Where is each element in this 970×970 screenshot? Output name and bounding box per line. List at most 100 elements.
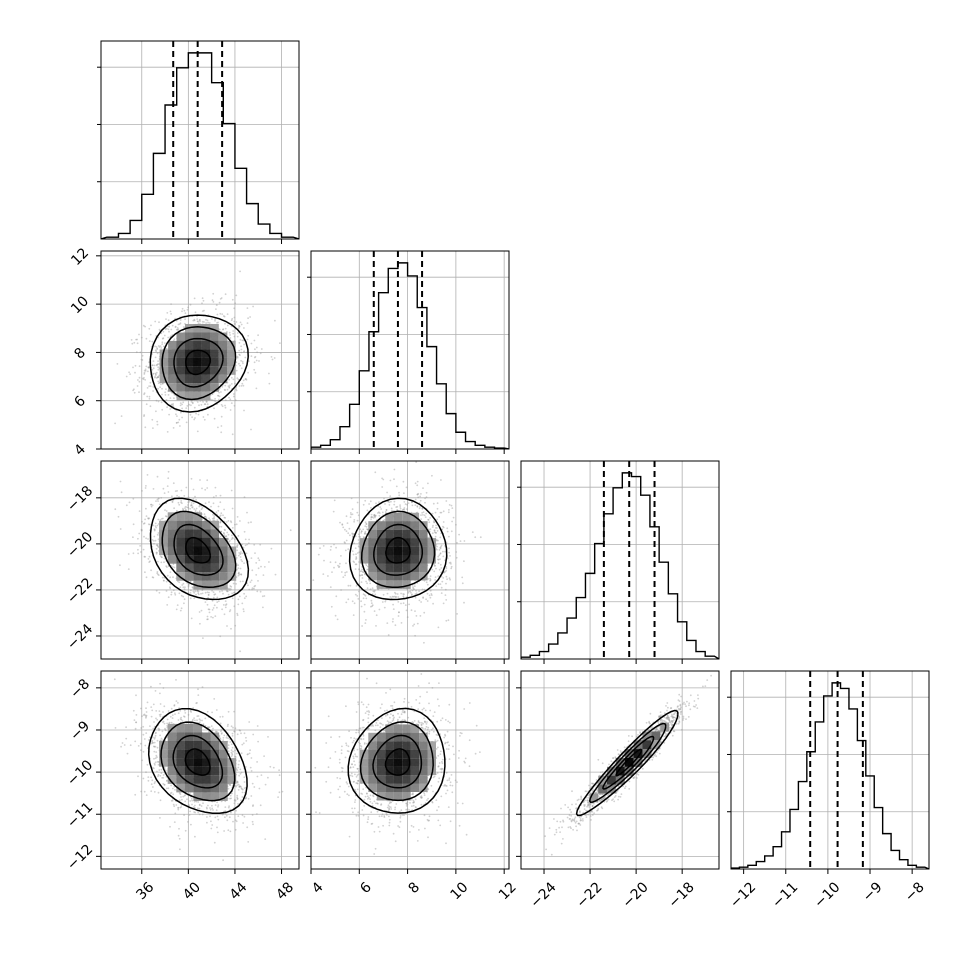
scatter-point: [153, 528, 156, 531]
scatter-point: [172, 566, 174, 568]
scatter-point: [198, 319, 201, 321]
scatter-point: [235, 321, 238, 323]
scatter-point: [420, 493, 422, 495]
scatter-point: [151, 504, 154, 506]
scatter-point: [232, 582, 235, 585]
scatter-point: [250, 355, 253, 357]
scatter-point: [445, 619, 448, 622]
scatter-point: [238, 573, 241, 576]
scatter-point: [250, 579, 253, 582]
scatter-point: [175, 422, 178, 424]
scatter-point: [180, 411, 182, 414]
scatter-point: [245, 378, 248, 381]
density-cell: [202, 529, 211, 538]
scatter-point: [410, 594, 413, 596]
scatter-point: [438, 554, 441, 557]
density-cell: [176, 563, 185, 573]
scatter-point: [138, 333, 140, 336]
scatter-point: [154, 345, 156, 348]
scatter-point: [345, 601, 348, 604]
scatter-point: [182, 595, 185, 598]
scatter-point: [154, 522, 157, 525]
scatter-point: [370, 602, 373, 605]
scatter-point: [195, 412, 198, 415]
density-cell: [184, 555, 194, 564]
scatter-point: [138, 380, 141, 383]
scatter-point: [220, 425, 223, 427]
scatter-point: [230, 383, 233, 385]
scatter-point: [342, 526, 345, 529]
scatter-point: [450, 563, 452, 565]
scatter-point: [190, 477, 193, 480]
scatter-point: [444, 594, 447, 596]
scatter-point: [230, 538, 233, 541]
scatter-point: [371, 516, 373, 518]
scatter-point: [157, 560, 159, 563]
scatter-point: [161, 408, 164, 411]
scatter-point: [409, 590, 412, 593]
scatter-point: [156, 376, 159, 379]
scatter-point: [225, 521, 228, 523]
scatter-point: [227, 538, 230, 541]
scatter-point: [162, 579, 165, 582]
scatter-point: [243, 592, 246, 595]
scatter-point: [224, 604, 227, 606]
scatter-point: [147, 366, 150, 369]
scatter-point: [226, 388, 229, 391]
scatter-point: [218, 301, 221, 304]
scatter-point: [357, 545, 360, 548]
scatter-point: [158, 328, 161, 331]
scatter-point: [216, 596, 219, 599]
scatter-point: [130, 339, 133, 341]
scatter-point: [238, 326, 241, 328]
scatter-point: [152, 360, 155, 362]
scatter-point: [187, 496, 190, 499]
scatter-point: [239, 321, 242, 324]
scatter-point: [174, 326, 177, 328]
scatter-point: [479, 536, 482, 539]
scatter-point: [429, 579, 431, 582]
scatter-point: [400, 622, 403, 624]
scatter-point: [446, 578, 448, 581]
scatter-point: [351, 513, 354, 516]
scatter-point: [132, 536, 134, 539]
scatter-point: [163, 561, 165, 564]
panel-1-1: [307, 250, 510, 454]
scatter-point: [167, 336, 170, 339]
density-cell: [185, 366, 194, 375]
scatter-point: [154, 376, 156, 379]
density-cell: [201, 383, 211, 392]
scatter-point: [156, 423, 159, 426]
scatter-point: [208, 608, 211, 611]
scatter-point: [192, 498, 195, 500]
scatter-point: [252, 305, 255, 308]
scatter-point: [180, 607, 183, 610]
scatter-point: [201, 487, 203, 490]
scatter-point: [211, 318, 213, 320]
scatter-point: [212, 502, 215, 505]
scatter-point: [187, 501, 190, 504]
scatter-point: [197, 593, 200, 596]
scatter-point: [241, 339, 244, 342]
scatter-point: [403, 501, 406, 503]
scatter-point: [156, 475, 159, 478]
scatter-point: [345, 530, 348, 533]
scatter-point: [145, 537, 148, 540]
density-cell: [184, 512, 194, 521]
scatter-point: [150, 324, 152, 327]
scatter-point: [442, 525, 444, 528]
scatter-point: [149, 405, 152, 408]
scatter-point: [240, 323, 243, 326]
scatter-point: [339, 562, 341, 565]
scatter-point: [236, 544, 239, 546]
scatter-point: [413, 588, 415, 591]
scatter-point: [167, 394, 170, 396]
scatter-point: [435, 567, 437, 570]
scatter-point: [179, 404, 182, 407]
scatter-point: [447, 619, 450, 622]
scatter-point: [262, 574, 265, 576]
scatter-point: [443, 571, 445, 574]
scatter-point: [239, 580, 242, 583]
scatter-point: [427, 482, 429, 485]
scatter-point: [429, 596, 432, 599]
